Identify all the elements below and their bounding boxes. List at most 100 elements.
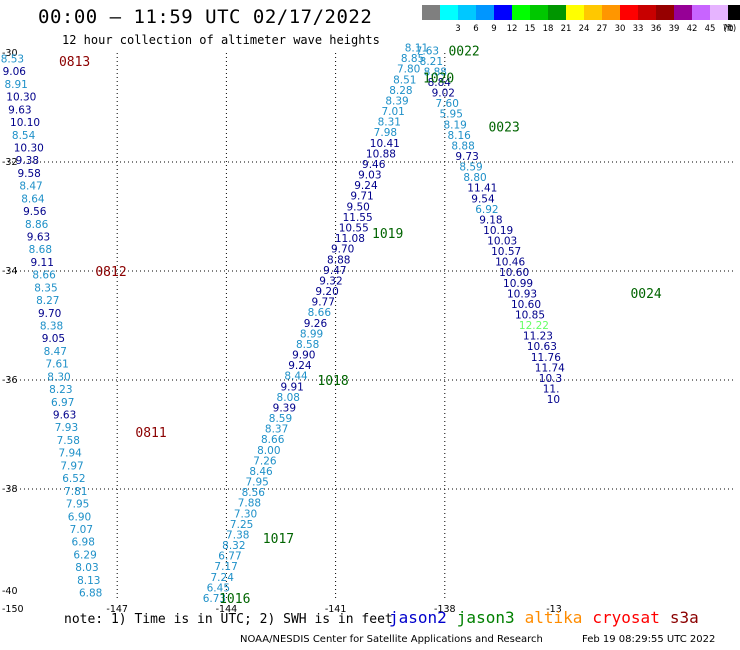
wave-height-value: 10.3 (539, 373, 562, 385)
wave-height-value: 8.46 (249, 466, 273, 478)
legend-jason3: jason3 (456, 608, 515, 627)
wave-height-value: 11.41 (467, 183, 497, 195)
wave-height-value: 8.91 (4, 79, 27, 91)
wave-height-value: 8.03 (75, 562, 98, 574)
pass-time-label: 0024 (630, 287, 661, 302)
wave-height-value: 7.88 (238, 498, 261, 510)
colorbar-label: 70 (722, 24, 734, 34)
wave-height-value: 8.88 (451, 140, 474, 152)
wave-height-value: 10.03 (487, 236, 517, 248)
wave-height-value: 8.51 (393, 74, 416, 86)
wave-height-value: 9.63 (27, 231, 50, 243)
wave-height-value: 9.24 (354, 180, 378, 192)
wave-height-value: 7.95 (245, 477, 268, 489)
wave-height-value: 8.84 (428, 77, 452, 89)
page-subtitle: 12 hour collection of altimeter wave hei… (62, 33, 380, 47)
colorbar-label: 39 (668, 24, 680, 34)
wave-height-value: 8.56 (242, 487, 266, 499)
track-0813-0811: 8.539.068.9110.309.6310.108.5410.309.389… (1, 53, 103, 599)
lon-tick-label: -141 (325, 604, 347, 615)
wave-height-value: 11.08 (335, 233, 365, 245)
wave-height-value: 7.58 (57, 435, 80, 447)
lat-tick-label: -32 (2, 157, 18, 168)
wave-height-value: 8.11 (405, 43, 428, 55)
wave-height-value: 10.85 (515, 310, 545, 322)
wave-height-value: 6.45 (207, 582, 230, 594)
wave-height-value: 11.23 (523, 331, 553, 343)
wave-height-value: 9.18 (479, 214, 502, 226)
wave-height-value: 7.25 (230, 519, 253, 531)
legend-s3a: s3a (669, 608, 699, 627)
pass-time-label: 1020 (423, 72, 454, 87)
legend-jason2: jason2 (389, 608, 447, 627)
wave-height-value: 7.95 (66, 499, 89, 511)
colorbar-label: 24 (578, 24, 590, 34)
wave-height-value: 7.26 (253, 455, 277, 467)
wave-height-value: 7.07 (70, 524, 93, 536)
colorbar-swatch (692, 5, 710, 20)
wave-height-value: 8.00 (257, 445, 280, 457)
wave-height-value: 9.03 (358, 170, 381, 182)
colorbar-swatch (710, 5, 728, 20)
wave-height-value: 8.30 (47, 371, 70, 383)
wave-height-value: 8.53 (1, 53, 24, 65)
colorbar-swatch (440, 5, 458, 20)
satellite-tracks: 8.539.068.9110.309.6310.108.5410.309.389… (1, 43, 565, 605)
wave-height-value: 6.73 (203, 593, 226, 605)
wave-height-value: 8.58 (296, 339, 319, 351)
wave-height-value: 8.68 (29, 244, 52, 256)
wave-height-value: 7.61 (45, 359, 68, 371)
wave-height-value: 10.19 (483, 225, 513, 237)
wave-height-value: 7.01 (381, 106, 404, 118)
wave-height-value: 8.32 (222, 540, 245, 552)
wave-height-value: 12.22 (519, 320, 549, 332)
colorbar-label: 33 (632, 24, 644, 34)
wave-height-value: 9.90 (292, 350, 315, 362)
wave-height-value: 8.88 (327, 254, 350, 266)
wave-height-value: 7.38 (226, 529, 249, 541)
colorbar-label: 30 (614, 24, 626, 34)
wave-height-value: 9.58 (17, 168, 40, 180)
wave-height-value: 9.39 (273, 402, 296, 414)
wave-height-value: 9.70 (38, 308, 61, 320)
credit-line: NOAA/NESDIS Center for Satellite Applica… (240, 634, 543, 645)
wave-height-value: 8.19 (443, 119, 466, 131)
wave-height-value: 9.32 (319, 275, 342, 287)
wave-height-value: 8.38 (40, 321, 63, 333)
wave-height-value: 7.80 (397, 64, 420, 76)
lat-tick-label: -38 (2, 484, 18, 495)
wave-height-value: 10.63 (527, 341, 557, 353)
colorbar-swatch (530, 5, 548, 20)
wave-height-value: 6.88 (79, 588, 102, 600)
wave-height-value: 10 (547, 394, 560, 406)
wave-height-value: 10.60 (499, 267, 529, 279)
legend-altika: altika (524, 608, 583, 627)
wave-height-value: 7.17 (214, 561, 237, 573)
wave-height-value: 8.16 (447, 130, 471, 142)
wave-height-value: 10.55 (339, 223, 369, 235)
wave-height-value: 11. (543, 384, 560, 396)
colorbar-unit: (ft) (723, 24, 737, 34)
colorbar-label: 42 (686, 24, 698, 34)
lon-tick-label: -138 (434, 604, 456, 615)
track-1016-1020: 6.736.457.247.176.778.327.387.257.307.88… (203, 43, 428, 605)
colorbar-label: 15 (524, 24, 536, 34)
wave-height-value: 8.08 (277, 392, 300, 404)
wave-height-value: 9.54 (471, 193, 495, 205)
wave-height-value: 6.29 (73, 549, 96, 561)
lon-tick-label: -150 (2, 604, 24, 615)
wave-height-value: 8.47 (19, 181, 42, 193)
wave-height-value: 10.41 (370, 138, 400, 150)
wave-height-value: 8.66 (308, 307, 332, 319)
colorbar-swatch (476, 5, 494, 20)
colorbar-swatch (548, 5, 566, 20)
wave-height-value: 8.66 (32, 270, 56, 282)
wave-height-value: 9.73 (455, 151, 478, 163)
wave-height-value: 7.94 (58, 448, 82, 460)
wave-height-value: 9.38 (16, 155, 39, 167)
wave-height-value: 11.76 (531, 352, 561, 364)
wave-height-value: 8.66 (261, 434, 285, 446)
colorbar-label: 18 (542, 24, 554, 34)
colorbar-swatch (566, 5, 584, 20)
lat-tick-label: -30 (2, 48, 18, 59)
